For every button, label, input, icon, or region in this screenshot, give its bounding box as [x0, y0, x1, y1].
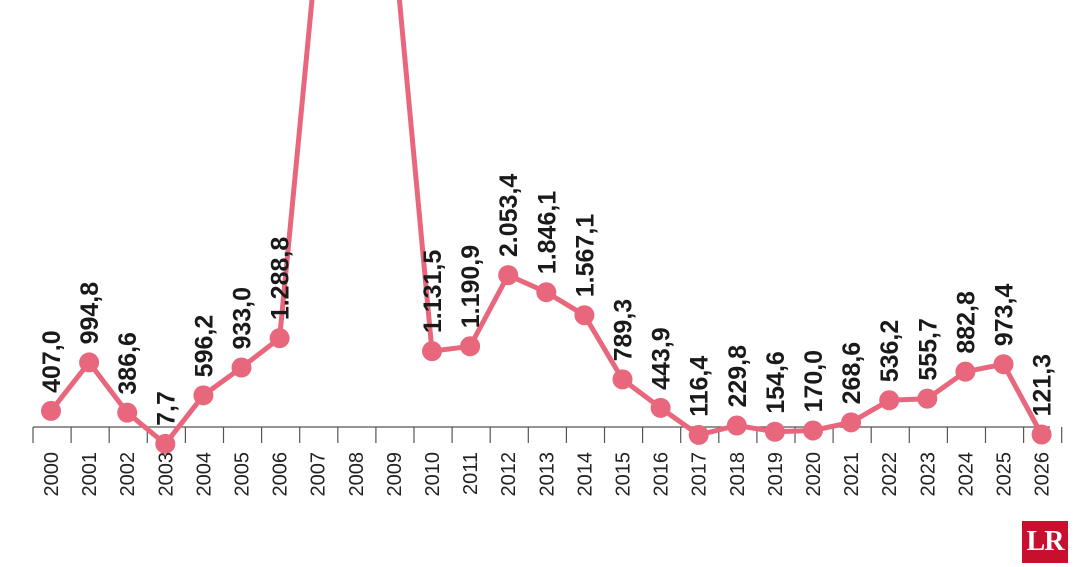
x-tick-label-2000: 2000: [41, 452, 63, 497]
x-tick-label-2020: 2020: [803, 452, 825, 497]
x-tick-label-2018: 2018: [727, 452, 749, 497]
x-tick-label-2014: 2014: [574, 452, 596, 497]
data-point-2002: [117, 402, 138, 423]
x-axis: [32, 426, 1063, 443]
x-tick-label-2021: 2021: [841, 452, 863, 497]
x-tick-label-2023: 2023: [917, 452, 939, 497]
data-label-2023: 555,7: [914, 318, 942, 381]
data-label-2025: 973,4: [991, 284, 1019, 347]
data-point-2003: [155, 433, 176, 454]
x-tick-label-2007: 2007: [308, 452, 330, 497]
data-label-2011: 1.190,9: [457, 245, 485, 328]
data-label-2006: 1.288,8: [267, 237, 295, 321]
data-point-2021: [841, 412, 862, 433]
data-label-2004: 596,2: [190, 315, 218, 378]
data-label-2013: 1.846,1: [533, 191, 561, 275]
x-tick-label-2017: 2017: [689, 452, 711, 497]
data-label-2014: 1.567,1: [571, 214, 599, 298]
x-tick-label-2005: 2005: [232, 452, 254, 497]
data-point-2019: [764, 421, 785, 442]
data-point-2016: [650, 397, 671, 418]
data-label-2005: 933,0: [229, 287, 257, 350]
x-tick-label-2022: 2022: [879, 452, 901, 497]
data-point-2004: [193, 385, 214, 406]
data-label-2000: 407,0: [38, 330, 66, 393]
data-label-2017: 116,4: [686, 356, 714, 417]
x-tick-label-2002: 2002: [117, 452, 139, 497]
data-label-2002: 386,6: [114, 332, 142, 395]
data-point-2026: [1031, 424, 1052, 445]
x-tick-label-2019: 2019: [765, 452, 787, 497]
data-point-2000: [41, 400, 61, 421]
x-tick-label-2009: 2009: [384, 452, 406, 497]
x-tick-label-2026: 2026: [1032, 452, 1054, 497]
x-tick-label-2006: 2006: [270, 452, 292, 497]
data-label-2022: 536,2: [876, 320, 904, 383]
data-point-2025: [993, 354, 1014, 375]
data-point-2001: [79, 352, 100, 373]
data-label-2026: 121,3: [1029, 354, 1057, 417]
data-point-2012: [498, 265, 519, 286]
lr-logo: LR: [1022, 521, 1068, 563]
data-point-2011: [460, 336, 481, 357]
data-point-2006: [269, 328, 290, 349]
x-tick-label-2012: 2012: [498, 452, 520, 497]
x-tick-labels: 2000 2001 2002 2003 2004 2005 2006 2007 2008 2009…: [41, 452, 1054, 497]
data-point-2015: [612, 369, 633, 390]
x-tick-label-2001: 2001: [79, 452, 101, 497]
x-tick-label-2016: 2016: [651, 452, 673, 497]
data-label-2019: 154,6: [762, 351, 790, 414]
x-tick-label-2003: 2003: [155, 452, 177, 497]
data-point-2018: [726, 415, 747, 436]
data-label-2015: 789,3: [610, 299, 638, 362]
x-tick-label-2008: 2008: [346, 452, 368, 497]
data-point-2010: [422, 341, 442, 362]
data-label-2021: 268,6: [838, 342, 866, 405]
data-label-2010: 1.131,5: [419, 250, 447, 334]
x-tick-label-2011: 2011: [460, 452, 482, 495]
data-label-2016: 443,9: [648, 327, 676, 390]
x-tick-label-2015: 2015: [613, 452, 635, 497]
logo-text: LR: [1026, 526, 1065, 557]
x-tick-label-2004: 2004: [193, 452, 215, 497]
data-label-2024: 882,8: [952, 291, 980, 354]
x-tick-label-2024: 2024: [955, 452, 977, 497]
data-point-2022: [879, 390, 900, 411]
data-label-2020: 170,0: [800, 350, 828, 413]
data-labels: 407,0 994,8 386,6 7,7 596,2 933,0 1.288,8 1.131…: [38, 174, 1057, 426]
x-tick-label-2010: 2010: [422, 452, 444, 497]
data-label-2012: 2.053,4: [495, 174, 523, 258]
data-point-2017: [688, 424, 709, 445]
data-point-2020: [803, 420, 823, 441]
data-points: [41, 265, 1052, 454]
x-tick-label-2013: 2013: [536, 452, 558, 497]
data-label-2018: 229,8: [724, 345, 752, 408]
data-label-2001: 994,8: [76, 282, 104, 345]
data-point-2005: [231, 357, 252, 378]
x-tick-label-2025: 2025: [994, 452, 1016, 497]
data-point-2013: [536, 282, 557, 303]
data-point-2024: [955, 361, 976, 382]
data-point-2023: [917, 388, 938, 409]
data-label-2003: 7,7: [152, 391, 180, 426]
data-point-2014: [574, 305, 595, 326]
